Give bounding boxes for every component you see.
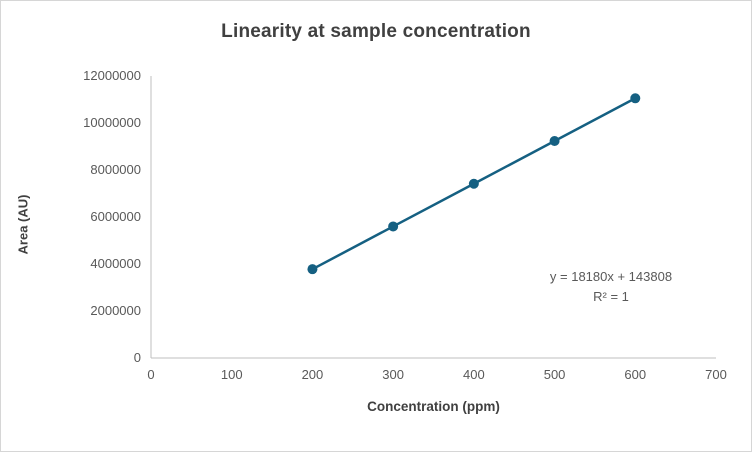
y-tick-label: 2000000 — [90, 303, 141, 318]
y-tick-label: 6000000 — [90, 209, 141, 224]
x-tick-label: 600 — [624, 367, 646, 382]
x-tick-label: 500 — [544, 367, 566, 382]
y-tick-label: 4000000 — [90, 256, 141, 271]
data-point-marker — [307, 264, 318, 275]
x-axis-title: Concentration (ppm) — [367, 399, 500, 414]
x-tick-label: 400 — [463, 367, 485, 382]
trendline-equation-line: y = 18180x + 143808 — [549, 269, 673, 284]
x-tick-label: 200 — [302, 367, 324, 382]
data-point-marker — [468, 178, 479, 189]
x-tick-label: 700 — [705, 367, 727, 382]
data-point-marker — [630, 93, 641, 104]
y-tick-label: 12000000 — [83, 68, 141, 83]
y-tick-label: 8000000 — [90, 162, 141, 177]
y-tick-label: 10000000 — [83, 115, 141, 130]
x-tick-label: 100 — [221, 367, 243, 382]
x-tick-label: 300 — [382, 367, 404, 382]
trendline-equation: y = 18180x + 143808 R² = 1 — [511, 267, 711, 307]
data-point-marker — [388, 221, 399, 232]
trendline-r-squared: R² = 1 — [593, 289, 629, 305]
x-tick-label: 0 — [147, 367, 154, 382]
y-tick-label: 0 — [134, 350, 141, 365]
data-point-marker — [549, 136, 560, 147]
chart-title: Linearity at sample concentration — [221, 21, 531, 42]
